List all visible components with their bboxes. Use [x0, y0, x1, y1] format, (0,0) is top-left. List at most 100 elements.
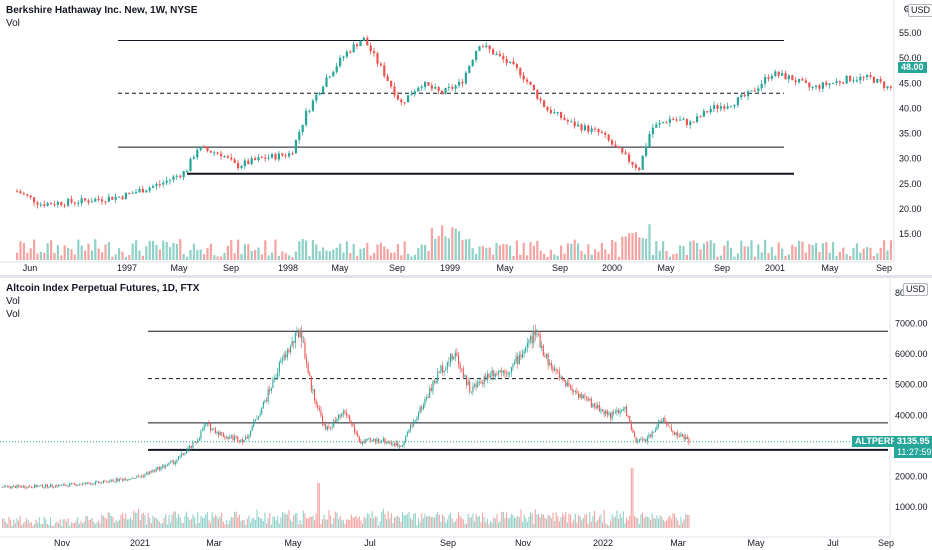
top-volume-bar [876, 253, 879, 260]
bottom-candle-body [568, 382, 570, 387]
bottom-candle-body [339, 415, 341, 417]
top-volume-bar [128, 255, 131, 260]
bottom-candle-body [102, 480, 104, 483]
bottom-volume-bar [246, 518, 248, 528]
bottom-volume-bar [451, 518, 453, 528]
top-volume-bar [223, 252, 226, 260]
top-volume-bar [135, 240, 138, 260]
bottom-volume-bar [72, 522, 74, 528]
bottom-candle-body [474, 384, 476, 387]
top-candle-body [22, 193, 25, 195]
bottom-volume-bar [141, 513, 143, 528]
bottom-volume-bar [331, 523, 333, 528]
berkshire-chart-pane[interactable]: 55.00 50.00 45.00 40.00 35.00 30.00 25.00 20.00… [0, 0, 932, 275]
bottom-candle-body [270, 387, 272, 391]
bottom-candle-body [438, 371, 440, 373]
bottom-volume-bar [488, 524, 490, 528]
top-candle-body [46, 203, 49, 206]
bottom-candle-body [219, 432, 221, 436]
bottom-volume-bar [216, 516, 218, 528]
bottom-candle-body [333, 420, 335, 428]
top-volume-bar [226, 245, 229, 260]
bottom-candle-body [210, 423, 212, 431]
bottom-volume-bar [474, 521, 476, 528]
top-candle-body [356, 44, 359, 47]
bottom-candle-body [358, 436, 360, 442]
top-volume-bar [196, 249, 199, 260]
bottom-volume-bar [509, 517, 511, 528]
top-candle-body [50, 203, 53, 205]
top-x-tick-label: 2000 [602, 263, 622, 273]
top-candle-body [852, 80, 855, 82]
bottom-volume-bar [362, 523, 364, 528]
top-candle-body [869, 75, 872, 77]
bottom-candle-body [683, 435, 685, 440]
top-candle-body [648, 134, 651, 147]
bottom-volume-bar [182, 523, 184, 528]
berkshire-chart-canvas[interactable]: 55.00 50.00 45.00 40.00 35.00 30.00 25.00 20.00… [0, 0, 932, 275]
bottom-candle-body [635, 437, 637, 443]
bottom-volume-bar [235, 511, 237, 528]
bottom-candle-body [40, 484, 42, 486]
berkshire-currency-badge[interactable]: USD [908, 4, 932, 17]
bottom-candle-body [45, 484, 47, 487]
bottom-candle-body [578, 393, 580, 398]
bottom-candle-body [427, 397, 429, 398]
bottom-candle-body [56, 485, 58, 487]
top-candle-body [29, 195, 32, 198]
bottom-candle-body [352, 423, 354, 427]
bottom-candle-body [509, 372, 511, 374]
bottom-candle-body [464, 375, 466, 378]
bottom-volume-bar [74, 522, 76, 528]
bottom-candle-body [149, 471, 151, 475]
bottom-volume-bar [98, 520, 100, 528]
bottom-candle-body [518, 354, 520, 364]
top-candle-body [886, 86, 889, 89]
pane-divider[interactable] [0, 275, 932, 278]
bottom-volume-bar [499, 521, 501, 528]
settings-gear-icon[interactable]: ⚙ [903, 4, 911, 15]
bottom-volume-bar [533, 523, 535, 528]
bottom-candle-body [114, 481, 116, 483]
bottom-volume-bar [27, 520, 29, 528]
top-volume-bar [186, 256, 189, 260]
top-volume-bar [699, 249, 702, 260]
bottom-volume-bar [336, 512, 338, 528]
bottom-candle-body [621, 410, 623, 412]
top-candle-body [376, 53, 379, 64]
bottom-candle-body [126, 479, 128, 481]
bottom-candle-body [157, 467, 159, 469]
bottom-volume-bar [118, 519, 120, 528]
top-candle-body [617, 146, 620, 149]
top-x-tick-label: Jun [23, 263, 38, 273]
bottom-volume-bar [280, 517, 282, 528]
bottom-volume-bar [622, 511, 624, 528]
top-candle-body [135, 191, 138, 193]
bottom-candle-body [112, 479, 114, 482]
bottom-candle-body [387, 441, 389, 444]
bottom-volume-bar [522, 522, 524, 528]
bottom-candle-body [176, 460, 178, 463]
top-volume-bar [719, 255, 722, 260]
altcoin-chart-pane[interactable]: 8000.007000.006000.005000.004000.003000.… [0, 278, 932, 550]
bottom-candle-body [211, 428, 213, 431]
top-candle-body [322, 86, 325, 93]
altcoin-currency-badge[interactable]: USD [903, 283, 929, 296]
top-candle-body [308, 110, 311, 112]
top-volume-bar [138, 250, 141, 260]
top-candle-body [838, 81, 841, 83]
top-volume-bar [614, 242, 617, 260]
top-candle-body [141, 189, 144, 193]
top-volume-bar [366, 242, 369, 260]
top-candle-body [825, 82, 828, 86]
bottom-volume-bar [258, 516, 260, 528]
bottom-candle-body [376, 439, 378, 442]
bottom-volume-bar [206, 512, 208, 528]
bottom-volume-bar [40, 524, 42, 528]
top-candle-body [747, 91, 750, 97]
bottom-candle-body [35, 484, 37, 488]
top-candle-body [832, 82, 835, 84]
bottom-volume-bar [160, 523, 162, 528]
bottom-volume-bar [552, 512, 554, 528]
bottom-volume-bar [342, 520, 344, 528]
